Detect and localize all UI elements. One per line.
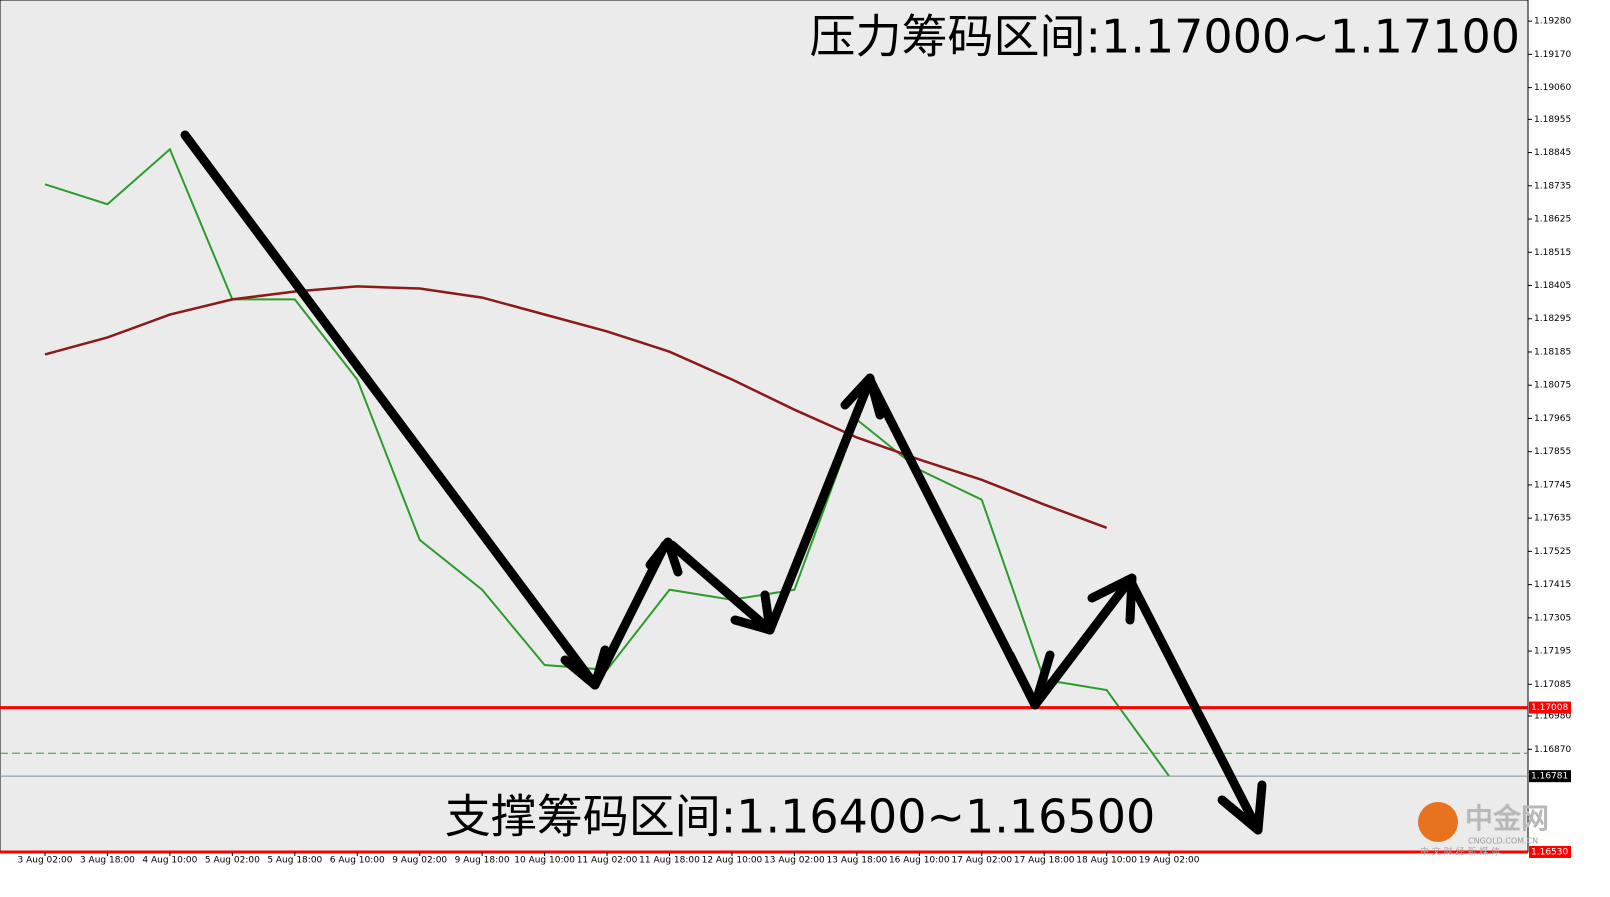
level-label: 1.16530 [1531,848,1568,858]
y-tick-label: 1.17195 [1534,647,1571,657]
series-line [44,285,1108,529]
y-tick-label: 1.18955 [1534,115,1571,125]
x-tick-label: 13 Aug 18:00 [827,856,888,866]
x-tick-label: 13 Aug 02:00 [764,856,825,866]
x-tick-label: 17 Aug 02:00 [951,856,1012,866]
x-tick-label: 6 Aug 10:00 [330,856,385,866]
y-tick-label: 1.17635 [1534,514,1571,524]
y-tick-label: 1.17525 [1534,547,1571,557]
y-tick-label: 1.18625 [1534,215,1571,225]
y-tick-label: 1.18515 [1534,248,1571,258]
y-tick-label: 1.18735 [1534,181,1571,191]
y-tick-label: 1.19060 [1534,83,1571,93]
y-tick-label: 1.17745 [1534,480,1571,490]
x-tick-label: 3 Aug 18:00 [80,856,135,866]
x-tick-label: 16 Aug 10:00 [889,856,950,866]
y-tick-label: 1.17085 [1534,680,1571,690]
y-tick-label: 1.17415 [1534,580,1571,590]
y-tick-label: 1.16980 [1534,712,1571,722]
level-badge [1529,701,1571,714]
logo-site: CNGOLD.COM.CN [1468,837,1538,846]
level-label: 1.17008 [1531,703,1568,713]
y-tick-label: 1.17965 [1534,414,1571,424]
annotation: 压力筹码区间:1.17000~1.17100 [810,10,1520,64]
y-tick-label: 1.17305 [1534,613,1571,623]
y-tick-label: 1.18845 [1534,148,1571,158]
x-tick-label: 11 Aug 18:00 [639,856,700,866]
x-tick-label: 4 Aug 10:00 [142,856,197,866]
x-tick-label: 5 Aug 02:00 [205,856,260,866]
trend-arrows [180,130,1267,835]
y-tick-label: 1.18405 [1534,281,1571,291]
x-tick-label: 5 Aug 18:00 [267,856,322,866]
x-tick-label: 9 Aug 02:00 [392,856,447,866]
x-tick-label: 12 Aug 10:00 [702,856,763,866]
x-tick-label: 10 Aug 10:00 [514,856,575,866]
logo-slogan: 中 文 财 经 新 媒 体 [1420,846,1500,858]
logo-icon [1418,802,1458,842]
logo-name: 中金网 [1465,802,1549,835]
y-tick-label: 1.18295 [1534,314,1571,324]
x-tick-label: 18 Aug 10:00 [1076,856,1137,866]
level-badge [1529,770,1571,783]
y-tick-label: 1.19170 [1534,50,1571,60]
y-tick-label: 1.16870 [1534,745,1571,755]
annotation: 支撑筹码区间:1.16400~1.16500 [445,790,1155,844]
y-tick-label: 1.17855 [1534,447,1571,457]
y-tick-label: 1.18185 [1534,347,1571,357]
y-tick-label: 1.18075 [1534,381,1571,391]
y-tick-label: 1.19280 [1534,17,1571,27]
x-tick-label: 3 Aug 02:00 [18,856,73,866]
x-tick-label: 11 Aug 02:00 [577,856,638,866]
x-tick-label: 19 Aug 02:00 [1139,856,1200,866]
plot-area [0,0,1529,853]
level-label: 1.16781 [1531,772,1568,782]
level-badge [1529,846,1571,858]
x-tick-label: 9 Aug 18:00 [455,856,510,866]
x-tick-label: 17 Aug 18:00 [1014,856,1075,866]
